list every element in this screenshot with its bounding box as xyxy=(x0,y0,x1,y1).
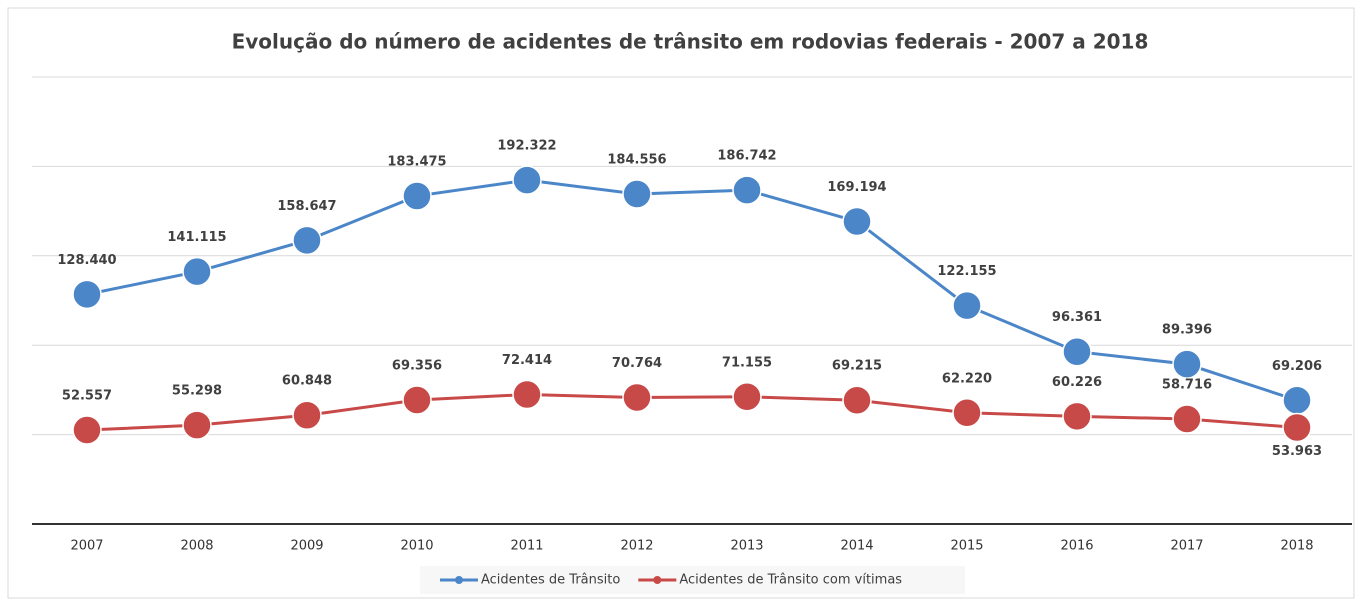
legend-box xyxy=(420,566,965,594)
data-label: 72.414 xyxy=(502,353,552,368)
data-label: 53.963 xyxy=(1272,444,1322,459)
data-point xyxy=(952,290,982,321)
data-point xyxy=(732,175,762,205)
data-point xyxy=(622,179,652,209)
data-point xyxy=(402,181,432,211)
data-point xyxy=(622,382,652,413)
data-label: 60.848 xyxy=(282,374,332,389)
x-tick-label: 2018 xyxy=(1280,539,1313,554)
series-line xyxy=(86,178,1298,402)
x-tick-label: 2009 xyxy=(290,539,323,554)
data-point xyxy=(72,415,102,445)
x-tick-label: 2012 xyxy=(620,539,653,554)
data-point xyxy=(512,379,542,410)
data-label: 122.155 xyxy=(937,264,996,279)
legend-marker xyxy=(653,576,662,584)
series-line xyxy=(86,393,1298,432)
data-label: 70.764 xyxy=(612,356,662,371)
data-point xyxy=(402,385,432,415)
x-tick-label: 2014 xyxy=(840,539,873,554)
data-point xyxy=(1172,349,1202,379)
data-label: 69.206 xyxy=(1272,359,1322,374)
legend-label: Acidentes de Trânsito com vítimas xyxy=(679,573,902,588)
x-tick-label: 2015 xyxy=(950,539,983,554)
data-label: 192.322 xyxy=(497,139,556,154)
x-tick-label: 2010 xyxy=(400,539,433,554)
data-point xyxy=(842,385,872,415)
data-label: 183.475 xyxy=(387,154,446,169)
data-label: 69.356 xyxy=(392,358,442,373)
data-label: 71.155 xyxy=(722,355,772,370)
data-point xyxy=(512,165,542,195)
data-point xyxy=(732,382,762,412)
x-tick-label: 2007 xyxy=(70,539,103,554)
data-label: 69.215 xyxy=(832,359,882,374)
data-label: 52.557 xyxy=(62,389,112,404)
legend-label: Acidentes de Trânsito xyxy=(481,573,620,588)
chart-title: Evolução do número de acidentes de trâns… xyxy=(232,30,1149,54)
legend-marker xyxy=(455,576,463,584)
chart-frame xyxy=(7,7,1355,599)
data-label: 89.396 xyxy=(1162,323,1212,338)
data-point xyxy=(952,398,982,428)
data-point xyxy=(1172,404,1202,434)
x-tick-label: 2016 xyxy=(1060,539,1093,554)
data-label: 96.361 xyxy=(1052,310,1102,325)
data-label: 158.647 xyxy=(277,199,336,214)
data-point xyxy=(1062,336,1092,367)
data-point xyxy=(842,206,872,237)
data-point xyxy=(292,225,322,256)
data-point xyxy=(182,410,212,440)
x-tick-label: 2013 xyxy=(730,539,763,554)
x-tick-label: 2017 xyxy=(1170,539,1203,554)
data-point xyxy=(292,400,322,430)
data-label: 186.742 xyxy=(717,149,776,164)
data-label: 184.556 xyxy=(607,153,666,168)
data-point xyxy=(72,279,102,310)
x-tick-label: 2011 xyxy=(510,539,543,554)
data-label: 169.194 xyxy=(827,180,886,195)
data-point xyxy=(1062,401,1092,432)
data-point xyxy=(1282,385,1312,416)
data-point xyxy=(1282,412,1312,443)
data-label: 62.220 xyxy=(942,371,992,386)
data-label: 58.716 xyxy=(1162,378,1212,393)
data-label: 55.298 xyxy=(172,384,222,399)
data-label: 128.440 xyxy=(57,253,116,268)
data-label: 141.115 xyxy=(167,230,226,245)
data-label: 60.226 xyxy=(1052,375,1102,390)
data-point xyxy=(182,256,212,287)
x-tick-label: 2008 xyxy=(180,539,213,554)
